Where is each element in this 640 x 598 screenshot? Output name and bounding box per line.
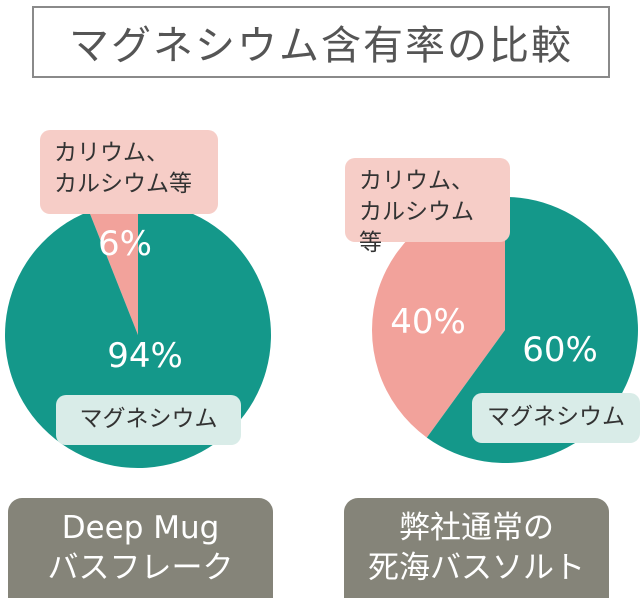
data-label-other-1: 6% (98, 224, 152, 264)
callout-line: カリウム、 (54, 140, 169, 166)
product-label-deep-mug: Deep Mug バスフレーク (8, 498, 273, 598)
product-line: バスフレーク (47, 550, 234, 586)
callout-line: カルシウム等 (359, 199, 474, 257)
product-line: 死海バスソルト (368, 550, 585, 586)
slice-other-2 (371, 197, 505, 438)
product-line: Deep Mug (61, 509, 220, 546)
legend-callout-other-1: カリウム、 カルシウム等 (40, 130, 218, 214)
callout-line: マグネシウム (487, 404, 625, 431)
product-line: 弊社通常の (399, 509, 554, 546)
legend-callout-magnesium-2: マグネシウム (472, 393, 640, 443)
callout-line: カリウム、 (359, 168, 474, 194)
callout-line: マグネシウム (79, 406, 218, 433)
slice-other-1 (89, 202, 138, 335)
data-label-magnesium-2: 60% (522, 330, 598, 370)
data-label-other-2: 40% (390, 302, 466, 342)
product-label-dead-sea-salt: 弊社通常の 死海バスソルト (344, 498, 609, 598)
legend-callout-magnesium-1: マグネシウム (56, 395, 241, 445)
chart-title: マグネシウム含有率の比較 (32, 6, 610, 78)
legend-callout-other-2: カリウム、 カルシウム等 (345, 158, 510, 256)
callout-line: カルシウム等 (54, 171, 192, 198)
data-label-magnesium-1: 94% (107, 336, 183, 376)
